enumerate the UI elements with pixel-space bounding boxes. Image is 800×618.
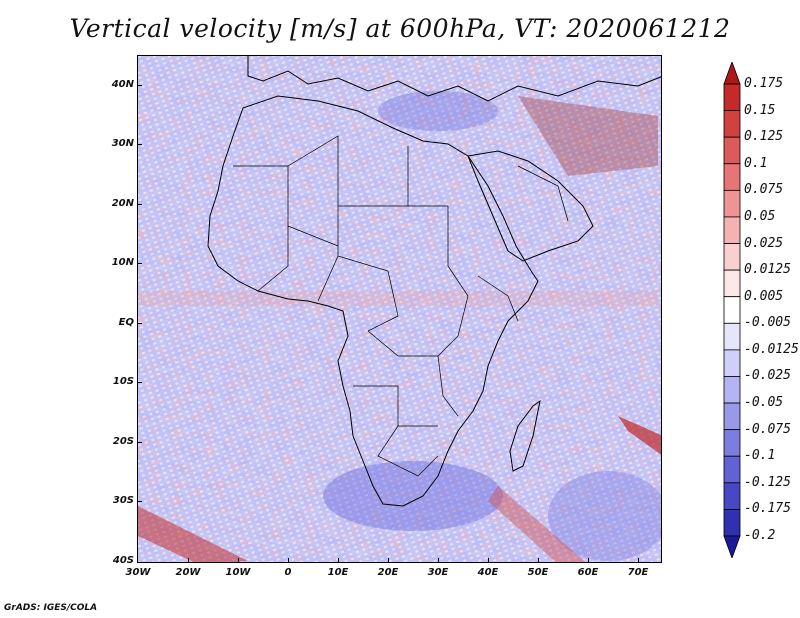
lat-label-20s: 20S	[112, 436, 134, 447]
lon-label-0: 0	[284, 567, 292, 578]
subsidence-indian-ocean	[548, 471, 661, 561]
colorbar-swatch	[723, 110, 741, 138]
colorbar-swatch	[723, 243, 741, 271]
colorbar-swatch	[723, 216, 741, 244]
colorbar-swatch	[723, 163, 741, 191]
europe-coastline	[247, 56, 661, 102]
ascent-iran-highlands	[518, 96, 658, 176]
colorbar-level-label: 0.1	[744, 155, 768, 171]
lat-label-10s: 10S	[112, 376, 134, 387]
vertical-velocity-field	[138, 56, 661, 562]
lon-label-50e: 50E	[527, 567, 549, 578]
colorbar-level-label: -0.0125	[744, 341, 799, 357]
colorbar-swatch	[723, 296, 741, 324]
itcz-band	[138, 291, 658, 306]
colorbar-level-label: 0.15	[744, 102, 776, 118]
lat-label-40s: 40S	[112, 555, 134, 566]
lon-label-10e: 10E	[327, 567, 349, 578]
colorbar-level-label: -0.125	[744, 474, 791, 490]
ascent-band-east	[618, 416, 661, 455]
chart-title: Vertical velocity [m/s] at 600hPa, VT: 2…	[69, 14, 731, 43]
colorbar-level-label: -0.025	[744, 368, 791, 384]
colorbar-swatch	[723, 349, 741, 377]
colorbar-level-label: -0.2	[744, 528, 776, 543]
lon-label-70e: 70E	[627, 567, 649, 578]
lon-label-40e: 40E	[477, 567, 499, 578]
colorbar-level-label: 0.025	[744, 235, 784, 251]
ascent-band-southwest	[138, 506, 248, 562]
subsidence-south-africa	[323, 461, 503, 531]
lat-label-30n: 30N	[111, 138, 134, 149]
colorbar-level-label: 0.175	[744, 76, 784, 91]
colorbar-swatch	[723, 402, 741, 431]
lon-label-20w: 20W	[175, 567, 201, 578]
colorbar-swatch	[723, 376, 741, 404]
colorbar-swatch	[723, 429, 741, 457]
lat-label-10n: 10N	[111, 257, 134, 268]
colorbar-swatch	[723, 535, 741, 558]
colorbar-swatch	[723, 83, 741, 111]
madagascar-coastline	[509, 399, 541, 472]
map-panel	[137, 55, 662, 563]
grads-credit: GrADS: IGES/COLA	[4, 603, 98, 613]
field-streaks	[138, 56, 661, 562]
country-borders	[233, 135, 569, 477]
lon-label-60e: 60E	[577, 567, 599, 578]
lat-label-40n: 40N	[111, 79, 134, 90]
lon-label-10w: 10W	[225, 567, 251, 578]
colorbar-swatch	[723, 322, 741, 351]
colorbar-level-label: -0.05	[744, 395, 784, 411]
lon-label-20e: 20E	[377, 567, 399, 578]
colorbar	[723, 62, 741, 558]
colorbar-level-label: -0.1	[744, 448, 776, 464]
lat-label-20n: 20N	[111, 198, 134, 209]
colorbar-swatch	[723, 136, 741, 165]
lon-label-30e: 30E	[427, 567, 449, 578]
colorbar-swatch	[723, 455, 741, 484]
colorbar-level-label: 0.05	[744, 208, 776, 224]
colorbar-swatch	[723, 269, 741, 298]
africa-coastline	[207, 95, 539, 507]
colorbar-level-label: -0.005	[744, 315, 791, 331]
colorbar-swatch	[723, 482, 741, 510]
colorbar-swatch	[723, 189, 741, 218]
subsidence-mediterranean	[378, 91, 498, 131]
colorbar-level-label: 0.125	[744, 129, 784, 145]
colorbar-level-label: -0.075	[744, 421, 791, 437]
colorbar-swatch	[723, 62, 741, 85]
lon-label-30w: 30W	[125, 567, 151, 578]
colorbar-level-label: 0.075	[744, 182, 784, 198]
lat-label-eq: EQ	[118, 317, 134, 328]
colorbar-swatch	[723, 509, 741, 537]
colorbar-level-label: -0.175	[744, 501, 791, 517]
lat-label-30s: 30S	[112, 495, 134, 506]
colorbar-level-label: 0.0125	[744, 262, 791, 278]
ascent-band-south	[488, 486, 586, 562]
arabia-coastline	[467, 150, 594, 262]
colorbar-level-label: 0.005	[744, 288, 784, 304]
